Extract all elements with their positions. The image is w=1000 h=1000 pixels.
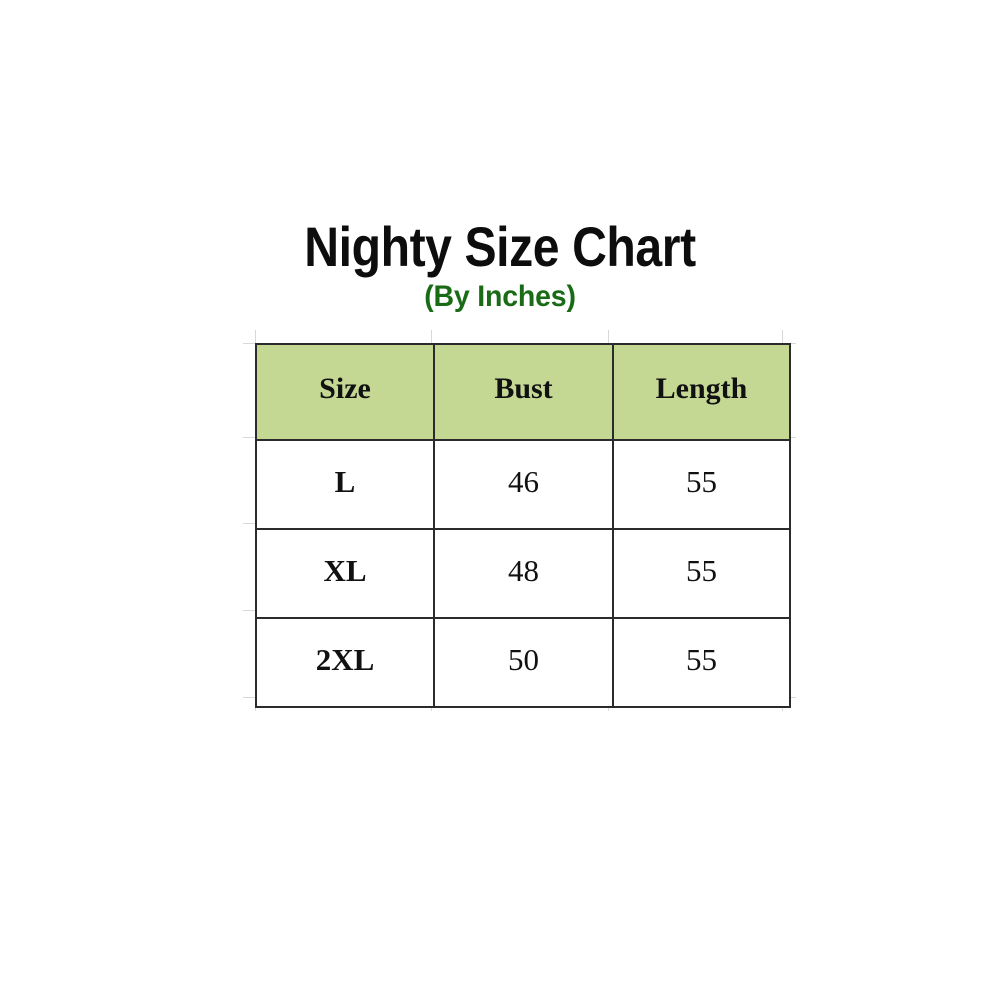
cell-size-value: L bbox=[334, 463, 356, 499]
cell-length-value: 55 bbox=[686, 463, 717, 499]
gridline-stub-left-row1 bbox=[243, 523, 256, 524]
gridline-stub-top-col2 bbox=[608, 330, 609, 343]
cell-bust-value: 46 bbox=[508, 463, 539, 499]
table-header-row: Size Bust Length bbox=[255, 343, 791, 441]
cell-length: 55 bbox=[612, 439, 791, 530]
cell-bust: 50 bbox=[433, 617, 614, 708]
gridline-stub-top-col0 bbox=[255, 330, 256, 343]
size-chart-table: Size Bust Length L 46 bbox=[255, 343, 791, 708]
cell-length-value: 55 bbox=[686, 552, 717, 588]
page-subtitle: (By Inches) bbox=[424, 280, 576, 313]
column-header-bust-label: Bust bbox=[494, 372, 553, 405]
gridline-stub-left-bottom bbox=[243, 697, 256, 698]
cell-size: 2XL bbox=[255, 617, 435, 708]
column-header-bust: Bust bbox=[433, 343, 614, 441]
page-title: Nighty Size Chart bbox=[304, 215, 696, 278]
cell-size: L bbox=[255, 439, 435, 530]
table-header: Size Bust Length bbox=[255, 343, 791, 441]
column-header-size-label: Size bbox=[319, 372, 371, 405]
table-body: L 46 55 XL 48 bbox=[255, 439, 791, 708]
gridline-stub-top-col1 bbox=[431, 330, 432, 343]
table-row: 2XL 50 55 bbox=[255, 617, 791, 708]
cell-bust: 48 bbox=[433, 528, 614, 619]
cell-size-value: XL bbox=[323, 552, 367, 588]
cell-size: XL bbox=[255, 528, 435, 619]
cell-bust-value: 50 bbox=[508, 641, 539, 677]
cell-bust-value: 48 bbox=[508, 552, 539, 588]
column-header-size: Size bbox=[255, 343, 435, 441]
gridline-stub-left-row2 bbox=[243, 610, 256, 611]
cell-length: 55 bbox=[612, 617, 791, 708]
gridline-stub-left-top bbox=[243, 343, 256, 344]
cell-size-value: 2XL bbox=[315, 641, 375, 677]
gridline-stub-top-col3 bbox=[782, 330, 783, 343]
column-header-length-label: Length bbox=[655, 372, 748, 405]
column-header-length: Length bbox=[612, 343, 791, 441]
table-row: L 46 55 bbox=[255, 439, 791, 530]
cell-length-value: 55 bbox=[686, 641, 717, 677]
size-chart-table-wrapper: Size Bust Length L 46 bbox=[255, 343, 791, 708]
cell-bust: 46 bbox=[433, 439, 614, 530]
title-block: Nighty Size Chart (By Inches) bbox=[0, 216, 1000, 315]
cell-length: 55 bbox=[612, 528, 791, 619]
gridline-stub-left-header bbox=[243, 437, 256, 438]
table-row: XL 48 55 bbox=[255, 528, 791, 619]
